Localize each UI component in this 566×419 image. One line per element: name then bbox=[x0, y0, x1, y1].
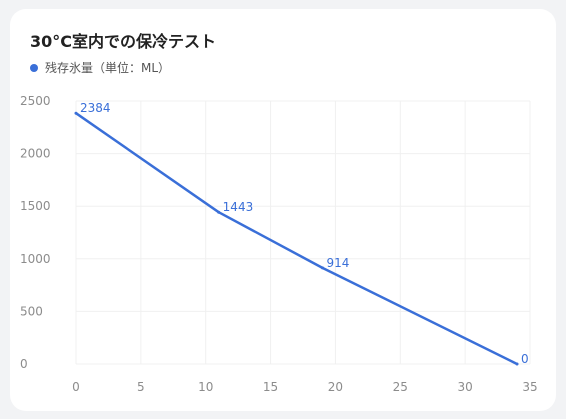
y-tick-label: 500 bbox=[20, 304, 43, 318]
grid bbox=[75, 100, 531, 365]
data-label: 914 bbox=[326, 256, 349, 270]
y-tick-label: 0 bbox=[20, 357, 28, 371]
y-tick-label: 1000 bbox=[20, 252, 51, 266]
y-axis-ticks: 0 500 1000 1500 2000 2500 bbox=[20, 94, 51, 371]
y-tick-label: 1500 bbox=[20, 199, 51, 213]
x-tick-label: 25 bbox=[393, 380, 408, 394]
series-layer bbox=[74, 111, 519, 366]
x-tick-label: 10 bbox=[198, 380, 213, 394]
y-tick-label: 2500 bbox=[20, 94, 51, 108]
x-tick-label: 35 bbox=[522, 380, 537, 394]
x-tick-label: 0 bbox=[72, 380, 80, 394]
data-point[interactable] bbox=[515, 362, 519, 366]
series-line[interactable] bbox=[74, 111, 519, 366]
legend-marker bbox=[30, 63, 38, 72]
legend[interactable]: 残存氷量（単位：ML） bbox=[30, 59, 170, 76]
x-tick-label: 5 bbox=[137, 380, 145, 394]
data-labels: 2384 1443 914 0 bbox=[80, 101, 529, 366]
data-point[interactable] bbox=[217, 210, 221, 214]
x-tick-label: 20 bbox=[328, 380, 343, 394]
chart-title: 30°C室内での保冷テスト bbox=[30, 32, 217, 51]
data-point[interactable] bbox=[320, 266, 324, 270]
legend-label: 残存氷量（単位：ML） bbox=[45, 61, 171, 75]
data-label: 0 bbox=[521, 352, 529, 366]
data-label: 1443 bbox=[223, 200, 254, 214]
data-point[interactable] bbox=[74, 111, 78, 115]
y-tick-label: 2000 bbox=[20, 147, 51, 161]
x-tick-label: 15 bbox=[263, 380, 278, 394]
x-tick-label: 30 bbox=[458, 380, 473, 394]
data-label: 2384 bbox=[80, 101, 111, 115]
x-axis-ticks: 0 5 10 15 20 25 30 35 bbox=[72, 380, 537, 394]
